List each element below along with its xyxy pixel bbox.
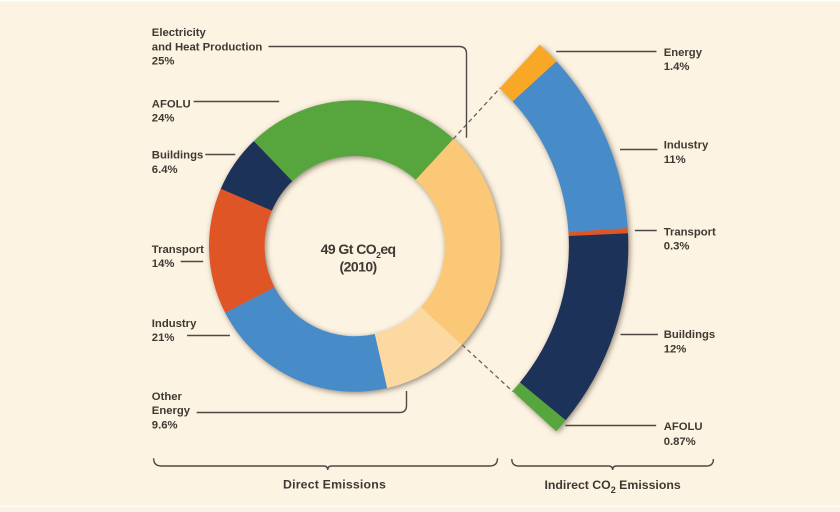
svg-text:21%: 21% bbox=[152, 332, 175, 344]
svg-text:and Heat Production: and Heat Production bbox=[152, 41, 263, 53]
svg-text:6.4%: 6.4% bbox=[152, 164, 178, 176]
svg-text:AFOLU: AFOLU bbox=[152, 99, 191, 111]
svg-text:Transport: Transport bbox=[664, 227, 716, 239]
svg-text:Other: Other bbox=[152, 391, 183, 403]
svg-text:25%: 25% bbox=[152, 56, 175, 68]
svg-text:9.6%: 9.6% bbox=[152, 419, 178, 431]
svg-text:Energy: Energy bbox=[152, 405, 191, 417]
svg-text:0.87%: 0.87% bbox=[664, 436, 696, 448]
svg-text:Transport: Transport bbox=[152, 244, 204, 256]
svg-text:Buildings: Buildings bbox=[664, 329, 715, 341]
svg-text:Buildings: Buildings bbox=[152, 150, 203, 162]
svg-text:AFOLU: AFOLU bbox=[664, 421, 703, 433]
svg-text:11%: 11% bbox=[664, 154, 686, 166]
svg-text:Energy: Energy bbox=[664, 47, 703, 59]
svg-text:Industry: Industry bbox=[664, 140, 709, 152]
svg-text:Indirect CO2 Emissions: Indirect CO2 Emissions bbox=[544, 478, 680, 495]
svg-text:12%: 12% bbox=[664, 343, 687, 355]
svg-text:14%: 14% bbox=[152, 258, 175, 270]
svg-text:24%: 24% bbox=[152, 113, 175, 125]
svg-text:1.4%: 1.4% bbox=[664, 61, 690, 73]
svg-text:Industry: Industry bbox=[152, 318, 197, 330]
svg-text:(2010): (2010) bbox=[340, 259, 377, 275]
svg-text:Direct Emissions: Direct Emissions bbox=[283, 477, 386, 491]
svg-text:Electricity: Electricity bbox=[152, 27, 207, 39]
svg-text:0.3%: 0.3% bbox=[664, 241, 690, 253]
